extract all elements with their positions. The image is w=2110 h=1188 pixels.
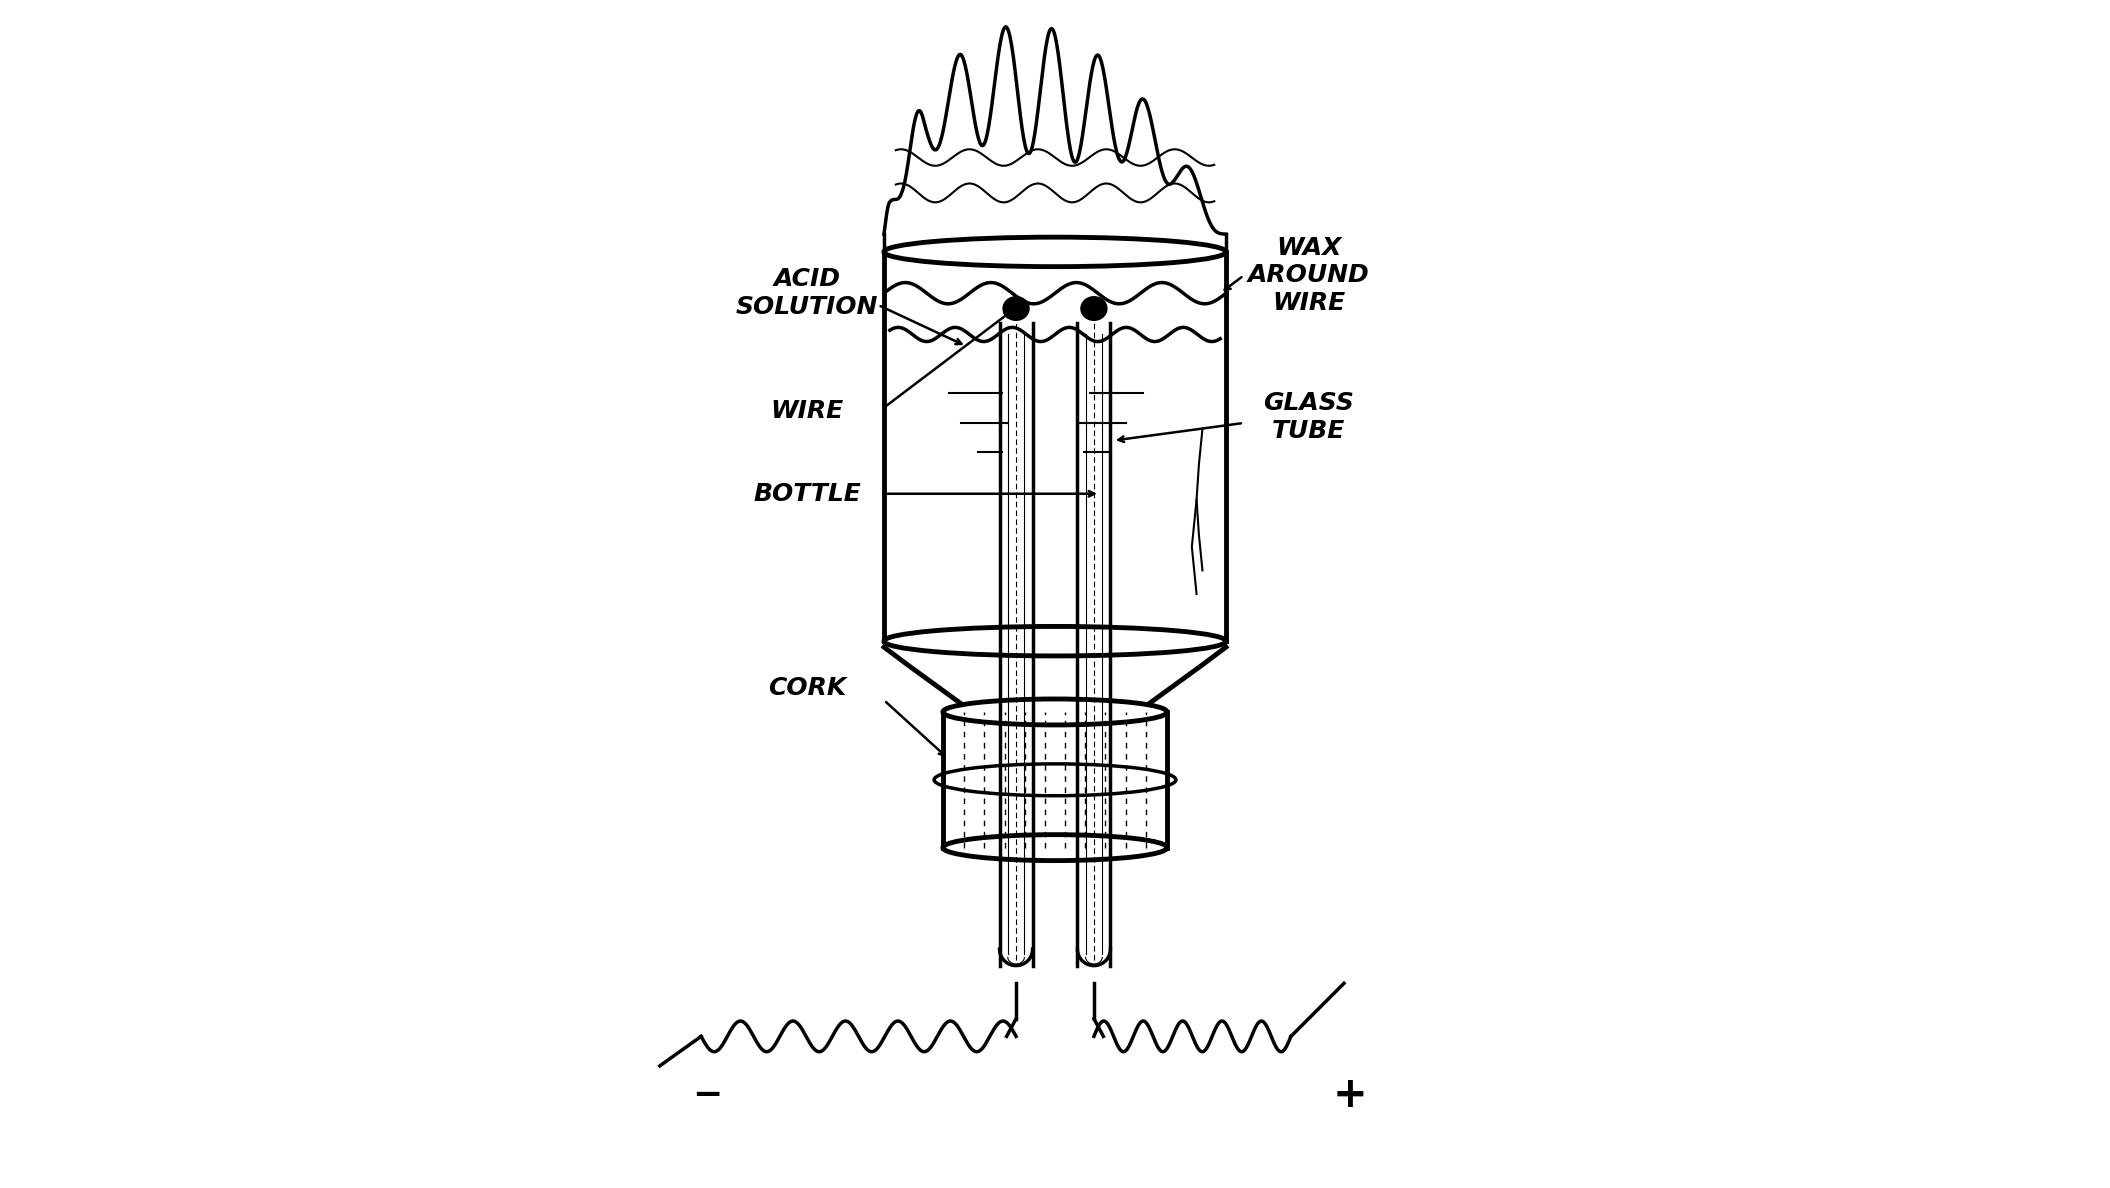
Ellipse shape xyxy=(1080,297,1108,321)
Text: WIRE: WIRE xyxy=(770,399,844,423)
Text: WAX
AROUND
WIRE: WAX AROUND WIRE xyxy=(1247,235,1369,315)
Text: BOTTLE: BOTTLE xyxy=(753,481,861,506)
Ellipse shape xyxy=(884,626,1226,656)
Ellipse shape xyxy=(943,699,1167,725)
Text: GLASS
TUBE: GLASS TUBE xyxy=(1264,391,1355,443)
Ellipse shape xyxy=(943,835,1167,860)
Ellipse shape xyxy=(973,701,1137,722)
Text: ACID
SOLUTION: ACID SOLUTION xyxy=(736,267,878,320)
Text: −: − xyxy=(692,1079,722,1112)
Text: +: + xyxy=(1334,1074,1367,1117)
Text: CORK: CORK xyxy=(768,676,846,701)
Ellipse shape xyxy=(1002,297,1030,321)
